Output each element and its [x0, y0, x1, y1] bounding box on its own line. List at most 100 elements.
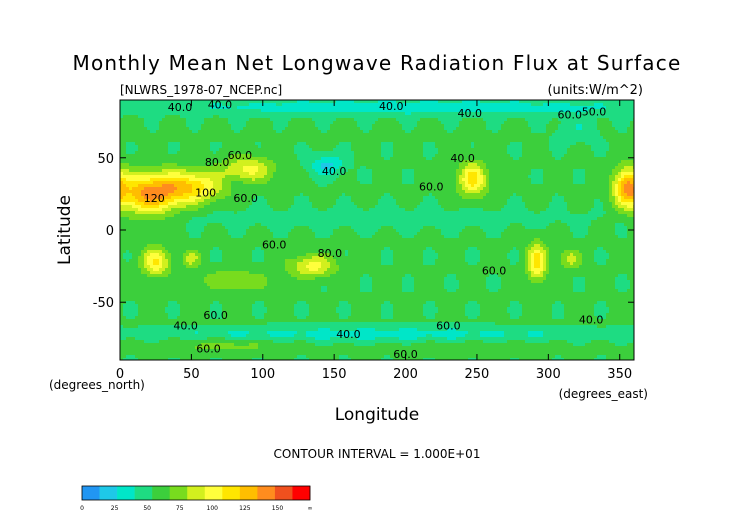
heatmap-cell [504, 148, 508, 152]
heatmap-cell [318, 142, 322, 146]
heatmap-cell [309, 127, 313, 131]
heatmap-cell [252, 139, 256, 143]
heatmap-cell [240, 115, 244, 119]
heatmap-cell [243, 139, 247, 143]
heatmap-cell [498, 172, 502, 176]
heatmap-cell [135, 172, 139, 176]
heatmap-cell [294, 178, 298, 182]
heatmap-cell [597, 145, 601, 149]
heatmap-cell [315, 163, 319, 167]
heatmap-cell [264, 166, 268, 170]
heatmap-cell [324, 154, 328, 158]
heatmap-cell [318, 172, 322, 176]
heatmap-cell [492, 130, 496, 134]
heatmap-cell [159, 130, 163, 134]
heatmap-cell [615, 121, 619, 125]
heatmap-cell [222, 133, 226, 137]
heatmap-cell [321, 100, 325, 104]
heatmap-cell [399, 121, 403, 125]
heatmap-cell [516, 160, 520, 164]
heatmap-cell [450, 175, 454, 179]
heatmap-cell [516, 178, 520, 182]
heatmap-cell [429, 115, 433, 119]
heatmap-cell [606, 154, 610, 158]
heatmap-cell [123, 121, 127, 125]
heatmap-cell [372, 109, 376, 113]
heatmap-cell [537, 154, 541, 158]
heatmap-cell [177, 106, 181, 110]
heatmap-cell [120, 181, 124, 185]
heatmap-cell [549, 163, 553, 167]
heatmap-cell [336, 163, 340, 167]
heatmap-cell [144, 157, 148, 161]
heatmap-cell [525, 160, 529, 164]
heatmap-cell [564, 163, 568, 167]
heatmap-cell [381, 142, 385, 146]
heatmap-cell [309, 169, 313, 173]
heatmap-cell [345, 151, 349, 155]
heatmap-cell [192, 100, 196, 104]
heatmap-cell [237, 181, 241, 185]
heatmap-cell [579, 130, 583, 134]
heatmap-cell [501, 142, 505, 146]
heatmap-cell [618, 160, 622, 164]
heatmap-cell [492, 163, 496, 167]
heatmap-cell [141, 133, 145, 137]
heatmap-cell [519, 163, 523, 167]
heatmap-cell [273, 166, 277, 170]
heatmap-cell [225, 166, 229, 170]
heatmap-cell [510, 136, 514, 140]
heatmap-cell [201, 169, 205, 173]
heatmap-cell [468, 130, 472, 134]
heatmap-cell [435, 103, 439, 107]
heatmap-cell [606, 175, 610, 179]
heatmap-cell [144, 160, 148, 164]
heatmap-cell [324, 184, 328, 188]
heatmap-cell [342, 127, 346, 131]
heatmap-cell [294, 118, 298, 122]
heatmap-cell [546, 148, 550, 152]
heatmap-cell [480, 103, 484, 107]
heatmap-cell [393, 133, 397, 137]
heatmap-cell [570, 157, 574, 161]
heatmap-cell [384, 124, 388, 128]
heatmap-cell [174, 115, 178, 119]
heatmap-cell [147, 181, 151, 185]
heatmap-cell [456, 157, 460, 161]
heatmap-cell [429, 127, 433, 131]
heatmap-cell [306, 142, 310, 146]
heatmap-cell [417, 169, 421, 173]
heatmap-cell [180, 151, 184, 155]
heatmap-cell [225, 178, 229, 182]
heatmap-cell [222, 175, 226, 179]
heatmap-cell [147, 172, 151, 176]
heatmap-cell [432, 181, 436, 185]
heatmap-cell [405, 133, 409, 137]
heatmap-cell [267, 139, 271, 143]
heatmap-cell [486, 130, 490, 134]
heatmap-cell [390, 157, 394, 161]
heatmap-cell [195, 121, 199, 125]
heatmap-cell [180, 184, 184, 188]
heatmap-cell [258, 136, 262, 140]
heatmap-cell [627, 166, 631, 170]
heatmap-cell [165, 133, 169, 137]
heatmap-cell [615, 166, 619, 170]
heatmap-cell [279, 127, 283, 131]
heatmap-cell [504, 178, 508, 182]
heatmap-cell [360, 175, 364, 179]
heatmap-cell [618, 181, 622, 185]
heatmap-cell [591, 133, 595, 137]
heatmap-cell [474, 145, 478, 149]
heatmap-cell [432, 178, 436, 182]
heatmap-cell [201, 127, 205, 131]
heatmap-cell [300, 172, 304, 176]
heatmap-cell [528, 112, 532, 116]
heatmap-cell [492, 175, 496, 179]
heatmap-cell [258, 160, 262, 164]
heatmap-cell [354, 136, 358, 140]
heatmap-cell [450, 133, 454, 137]
heatmap-cell [420, 178, 424, 182]
heatmap-cell [519, 157, 523, 161]
heatmap-cell [372, 154, 376, 158]
